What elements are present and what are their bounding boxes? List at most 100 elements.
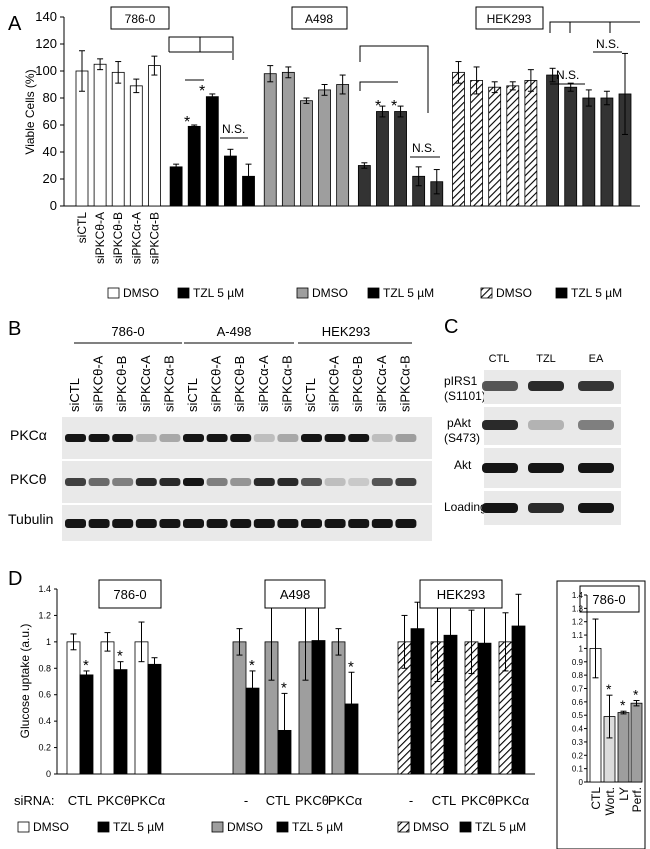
category-label: siPKCθ-A [93,212,107,264]
panel-d-right-bars: * * * [589,618,643,783]
bar [79,674,94,775]
y-tick-label: 0.8 [572,671,584,680]
legend-label: TZL 5 µM [113,820,164,834]
blot-band [183,478,204,486]
bar [564,86,578,207]
category-label: Wort. [603,787,617,815]
panel-a-ylabel: Viable Cells (%) [23,69,37,154]
blot-band [348,478,370,486]
blot-band [324,519,346,528]
y-tick-label: 0.4 [38,716,51,726]
legend-swatch [480,287,493,299]
y-tick-label: 0.2 [572,751,584,760]
blot-band [482,381,518,391]
panel-label-a: A [8,13,22,35]
panel-d-legends: DMSO TZL 5 µM DMSO TZL 5 µM DMSO TZL 5 µM [17,820,526,834]
category-label: CTL [266,793,291,808]
category-label: PKCα [495,793,530,808]
panel-a-category-labels: siCTL siPKCθ-A siPKCθ-B siPKCα-A siPKCα-B [75,212,161,265]
y-tick-label: 40 [43,144,57,159]
y-tick-label: 1.1 [572,631,584,640]
svg-text:HEK293: HEK293 [437,587,485,602]
legend-label: TZL 5 µM [383,286,434,300]
category-label: siPKCα-A [129,212,143,264]
significance-star: * [83,657,89,674]
blot-band [528,463,564,473]
bar [357,165,371,207]
legend-label: DMSO [33,820,69,834]
y-tick-label: 1.3 [572,604,584,613]
blot-band [578,381,614,391]
bar [506,85,520,207]
blot-band [528,420,564,430]
y-tick-label: 120 [35,36,57,51]
lane-label: siCTL [185,378,200,412]
legend-label: TZL 5 µM [193,286,244,300]
category-label: PKCθ [97,793,131,808]
panel-d-right-category-labels: CTL Wort. LY Perf. [589,787,644,816]
category-label: siPKCα-B [147,212,161,264]
panel-b-blot: 786-0 A-498 HEK293 siCTL siPKCθ-A siPKCθ-B… [8,324,432,541]
blot-band [482,463,518,473]
legend-label: TZL 5 µM [292,820,343,834]
lane-label: siPKCθ-B [350,356,365,412]
bar [281,71,295,207]
legend-swatch [397,821,410,833]
y-tick-label: 80 [43,90,57,105]
legend-swatch [459,821,472,833]
blot-band [135,519,157,528]
category-label: PKCα [131,793,166,808]
blot-band [206,478,228,486]
panel-d-right-title: 786-0 [592,592,625,607]
bar [187,125,201,207]
lane-label: siPKCθ-B [232,356,247,412]
legend-swatch [97,821,110,833]
y-tick-label: 140 [35,9,57,24]
blot-b-row-label: PKCθ [10,471,47,487]
blot-band [88,478,110,486]
annotation-ns: N.S. [412,141,435,155]
svg-text:A498: A498 [280,587,310,602]
blot-band [301,519,322,528]
panel-d-title-a498: A498 [264,579,326,609]
bar [331,641,346,775]
annotation-star: * [184,114,190,131]
blot-band [253,519,275,528]
legend-swatch [296,287,309,299]
y-tick-label: 1.2 [38,610,51,620]
category-label: CTL [432,793,457,808]
panel-a-title-hek: HEK293 [475,6,544,30]
svg-text:CTL: CTL [489,353,510,365]
bar [452,71,465,207]
blot-band [135,478,157,486]
category-label: PKCθ [295,793,329,808]
lane-label: siPKCα-B [397,355,412,412]
svg-text:pAkt(S473): pAkt (S473) [444,416,480,445]
panel-a-annotations: * * N.S. * * N.S. N.S. N.S. [184,37,619,155]
lane-label: siPKCθ-A [209,355,224,412]
blot-band [395,519,417,528]
bar [394,111,407,207]
category-label: PKCα [328,793,363,808]
blot-band [371,434,393,442]
lane-label: siCTL [67,378,82,412]
blot-b-row-label: Tubulin [8,511,53,527]
blot-b-row-label: PKCα [10,427,47,443]
y-tick-label: 0.5 [572,711,584,720]
bar [111,71,125,207]
bar [129,85,143,207]
blot-band [371,519,393,528]
blot-band [348,519,370,528]
legend-swatch [211,821,224,833]
blot-c-row-labels: pIRS1 (S1101) pAkt (S473) Akt Loading [444,374,487,514]
blot-band [230,478,252,486]
lane-label: siPKCα-B [161,355,176,412]
blot-band [578,463,614,473]
panel-label-d: D [8,568,22,590]
blot-band [88,434,110,442]
bar [147,663,162,775]
bar [232,641,247,775]
legend-swatch [555,287,568,299]
category-label: Perf. [630,787,644,812]
bar [488,86,502,207]
